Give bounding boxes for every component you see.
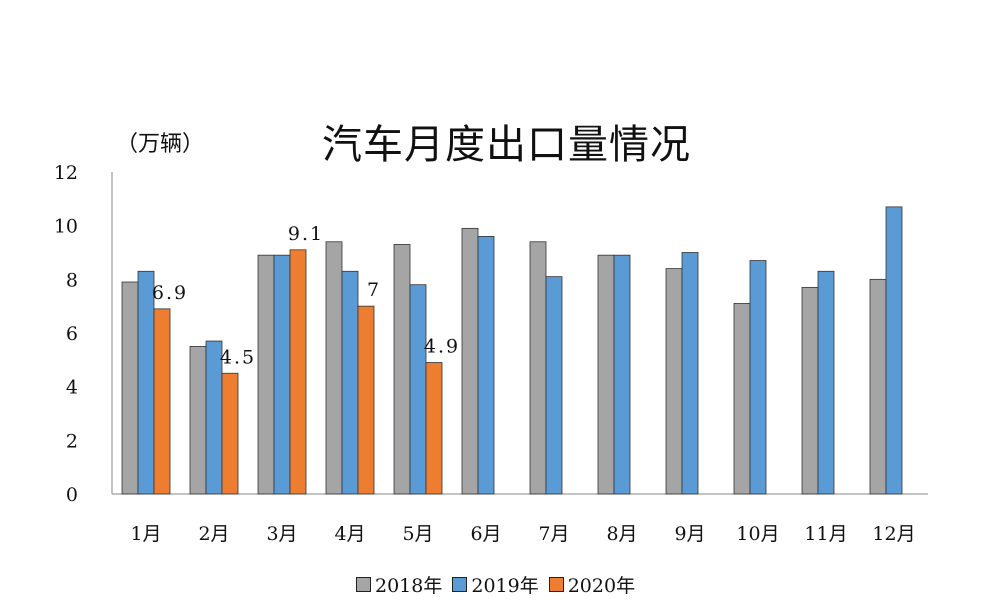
y-tick-label: 6: [66, 323, 78, 345]
bar-2019年-12月: [885, 206, 903, 495]
chart-legend: 2018年 2019年 2020年: [356, 570, 635, 598]
data-label-2020: 4.5: [220, 346, 256, 368]
bar-2019年-4月: [341, 270, 359, 495]
bar-2018年-1月: [121, 281, 139, 495]
y-tick-label: 4: [66, 377, 78, 399]
legend-item-2020: 2020年: [548, 571, 636, 598]
data-label-2020: 7: [367, 279, 381, 301]
bar-2018年-10月: [733, 303, 751, 495]
legend-label-2019: 2019年: [471, 574, 539, 597]
data-label-2020: 4.9: [424, 336, 460, 358]
bar-2018年-12月: [869, 278, 887, 495]
x-tick-label: 10月: [736, 523, 779, 545]
y-tick-label: 12: [54, 162, 78, 184]
chart-title: 汽车月度出口量情况: [322, 122, 691, 168]
y-tick-label: 0: [66, 484, 78, 506]
bar-2018年-8月: [597, 254, 615, 495]
x-tick-label: 4月: [334, 523, 365, 545]
bar-2018年-2月: [189, 346, 207, 495]
bar-2019年-10月: [749, 260, 767, 495]
legend-swatch-2019: [452, 576, 468, 592]
bar-2019年-6月: [477, 235, 495, 495]
bar-2018年-4月: [325, 241, 343, 495]
x-tick-label: 6月: [470, 523, 501, 545]
bar-2019年-9月: [681, 252, 699, 495]
x-tick-label: 9月: [674, 523, 705, 545]
bar-2018年-6月: [461, 227, 479, 495]
x-tick-label: 2月: [198, 523, 229, 545]
bar-2018年-5月: [393, 244, 411, 495]
data-label-2020: 9.1: [288, 223, 324, 245]
legend-swatch-2018: [356, 576, 371, 592]
bar-2020年-5月: [425, 362, 443, 495]
x-tick-label: 8月: [606, 523, 637, 545]
x-tick-label: 12月: [872, 523, 915, 545]
bar-2020年-2月: [221, 372, 239, 495]
bar-2019年-8月: [613, 254, 631, 495]
bar-2018年-7月: [529, 241, 547, 495]
bar-2018年-9月: [665, 268, 683, 495]
x-tick-label: 11月: [804, 523, 847, 545]
bar-2019年-11月: [817, 270, 835, 495]
legend-swatch-2020: [548, 576, 564, 592]
legend-item-2019: 2019年: [452, 571, 539, 598]
bar-2018年-3月: [257, 254, 275, 495]
legend-label-2020: 2020年: [567, 574, 636, 597]
bar-2020年-3月: [289, 249, 307, 495]
x-tick-label: 7月: [538, 523, 569, 545]
x-tick-label: 1月: [130, 523, 161, 545]
bar-2019年-3月: [273, 254, 291, 495]
y-axis-unit-label: （万辆）: [116, 132, 205, 157]
y-tick-label: 8: [66, 269, 78, 291]
bar-2019年-5月: [409, 284, 427, 495]
bar-2019年-1月: [137, 270, 155, 495]
x-tick-label: 5月: [402, 523, 433, 545]
bar-2018年-11月: [801, 286, 819, 495]
legend-label-2018: 2018年: [375, 574, 443, 597]
y-tick-label: 2: [66, 430, 78, 452]
x-tick-label: 3月: [266, 523, 297, 545]
bar-2020年-4月: [357, 305, 375, 495]
data-label-2020: 6.9: [152, 282, 188, 304]
bar-2019年-7月: [545, 276, 563, 495]
y-tick-label: 10: [54, 216, 78, 238]
legend-item-2018: 2018年: [356, 571, 442, 598]
bar-2020年-1月: [153, 308, 171, 495]
